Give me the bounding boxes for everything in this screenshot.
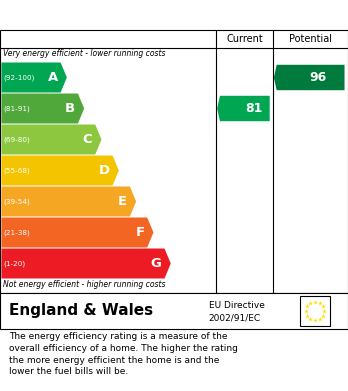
Polygon shape xyxy=(1,93,84,124)
Text: (21-38): (21-38) xyxy=(3,229,30,236)
Text: (39-54): (39-54) xyxy=(3,198,30,205)
Text: G: G xyxy=(151,257,162,270)
Text: 81: 81 xyxy=(245,102,262,115)
Text: (81-91): (81-91) xyxy=(3,105,30,112)
Polygon shape xyxy=(1,124,102,154)
Text: F: F xyxy=(135,226,144,239)
Polygon shape xyxy=(1,217,153,248)
Text: (69-80): (69-80) xyxy=(3,136,30,143)
Text: A: A xyxy=(48,71,58,84)
Text: Energy Efficiency Rating: Energy Efficiency Rating xyxy=(9,7,210,23)
Polygon shape xyxy=(1,63,67,93)
Text: Not energy efficient - higher running costs: Not energy efficient - higher running co… xyxy=(3,280,165,289)
Text: B: B xyxy=(65,102,75,115)
Text: Very energy efficient - lower running costs: Very energy efficient - lower running co… xyxy=(3,49,165,58)
Text: E: E xyxy=(118,195,127,208)
Text: England & Wales: England & Wales xyxy=(9,303,153,319)
Text: Potential: Potential xyxy=(289,34,332,44)
Polygon shape xyxy=(1,249,171,278)
Text: D: D xyxy=(98,164,110,177)
Text: The energy efficiency rating is a measure of the
overall efficiency of a home. T: The energy efficiency rating is a measur… xyxy=(9,332,238,377)
Text: (55-68): (55-68) xyxy=(3,167,30,174)
Text: Current: Current xyxy=(227,34,263,44)
Polygon shape xyxy=(1,187,136,217)
Text: 96: 96 xyxy=(309,71,326,84)
Text: 2002/91/EC: 2002/91/EC xyxy=(209,314,261,323)
Text: C: C xyxy=(83,133,93,146)
Text: (1-20): (1-20) xyxy=(3,260,26,267)
Text: (92-100): (92-100) xyxy=(3,74,35,81)
Bar xyxy=(300,296,330,326)
Polygon shape xyxy=(217,96,270,121)
Text: EU Directive: EU Directive xyxy=(209,301,265,310)
Polygon shape xyxy=(274,65,345,90)
Polygon shape xyxy=(1,156,119,185)
